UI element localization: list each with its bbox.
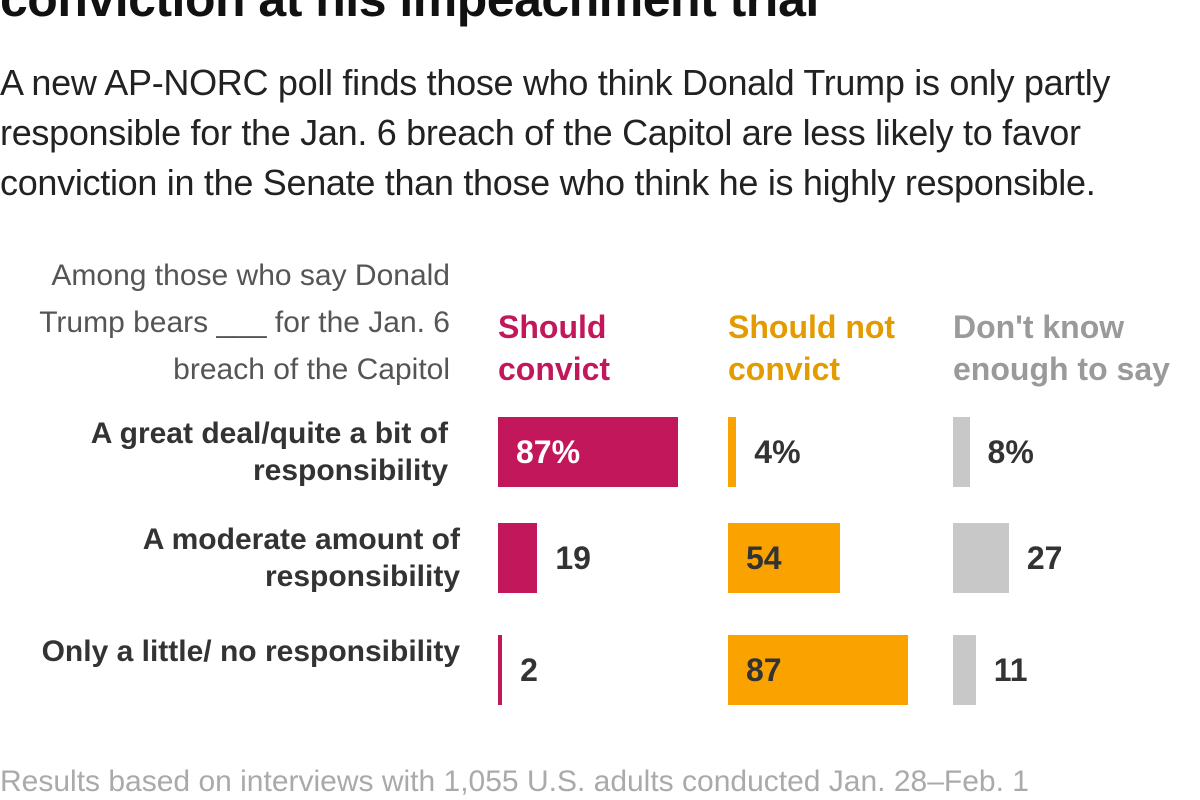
value-label: 8% (987, 434, 1034, 470)
bar (498, 635, 503, 705)
bar (953, 523, 1009, 593)
value-label: 11 (993, 652, 1028, 688)
row-label: Only a little/ no responsibility (41, 635, 460, 668)
legend-entry: Should convict (498, 309, 611, 387)
row-label: A great deal/quite a bit of responsibili… (90, 417, 448, 487)
legend-entry: Don't know enough to say (953, 309, 1170, 387)
value-label: 4% (754, 434, 801, 470)
legend-entry: Should not convict (728, 309, 896, 387)
row-label: A moderate amount of responsibility (142, 523, 460, 593)
bar (953, 417, 970, 487)
note: Results based on interviews with 1,055 U… (0, 765, 1029, 798)
bar (498, 417, 679, 487)
bar (728, 417, 737, 487)
category-label: Among those who say Donald Trump bears _… (39, 259, 450, 386)
value-label: 2 (520, 652, 538, 688)
chart-title: conviction at his impeachment trial (0, 0, 819, 28)
value-label: 54 (746, 540, 782, 576)
bar (498, 523, 538, 593)
subtitle: A new AP-NORC poll finds those who think… (0, 62, 1111, 203)
value-label: 87% (516, 434, 581, 470)
value-label: 19 (555, 540, 591, 576)
bar (953, 635, 976, 705)
bar (728, 635, 909, 705)
value-label: 27 (1026, 540, 1063, 576)
bar (728, 523, 840, 593)
value-label: 87 (746, 652, 782, 688)
